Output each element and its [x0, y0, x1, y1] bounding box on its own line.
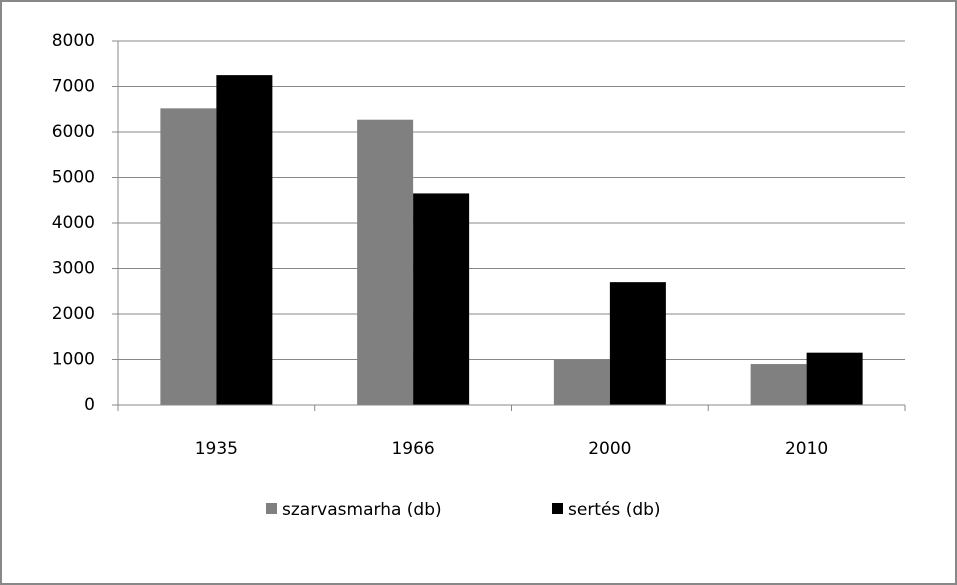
- x-tick-label: 1935: [195, 439, 238, 459]
- bar: [216, 75, 273, 405]
- y-tick-label: 5000: [52, 168, 95, 188]
- y-tick-label: 8000: [52, 31, 95, 51]
- x-tick-label: 2010: [785, 439, 828, 459]
- bar: [750, 364, 807, 405]
- y-tick-label: 2000: [52, 304, 95, 324]
- legend-label: sertés (db): [568, 500, 661, 520]
- legend-swatch: [266, 503, 277, 514]
- bar: [806, 352, 863, 405]
- x-tick-label: 2000: [588, 439, 631, 459]
- x-tick-label: 1966: [391, 439, 434, 459]
- y-tick-label: 3000: [52, 259, 95, 279]
- bar: [609, 282, 666, 405]
- y-tick-label: 6000: [52, 122, 95, 142]
- bar: [357, 119, 414, 405]
- bar: [160, 108, 217, 405]
- legend-label: szarvasmarha (db): [282, 500, 442, 520]
- y-tick-label: 7000: [52, 77, 95, 97]
- y-tick-label: 0: [84, 395, 95, 415]
- bar: [413, 193, 470, 405]
- y-tick-label: 4000: [52, 213, 95, 233]
- y-tick-label: 1000: [52, 350, 95, 370]
- legend-swatch: [552, 503, 563, 514]
- bar: [553, 359, 610, 405]
